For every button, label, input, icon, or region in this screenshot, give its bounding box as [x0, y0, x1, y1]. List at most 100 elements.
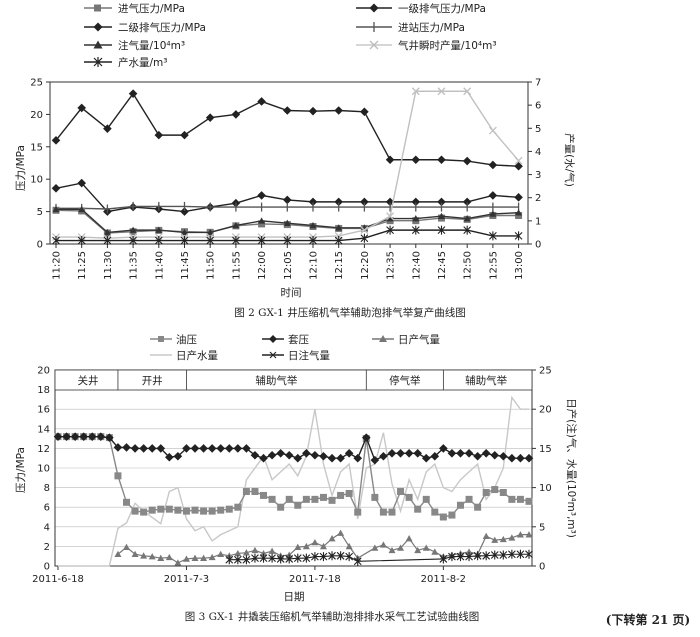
fig2-data-point: [411, 197, 421, 207]
fig3-data-point: [464, 449, 474, 458]
fig3-data-point: [396, 449, 405, 458]
fig2-ytick-label-right: 1: [535, 216, 541, 227]
fig2-data-point: [360, 197, 369, 207]
fig3-data-point: [268, 553, 276, 563]
fig2-legend: 进气压力/MPa 一级排气压力/MPa 二级排气压力/MPa 进站压力/MPa …: [84, 2, 497, 69]
fig2-data-point: [514, 193, 523, 202]
fig2-data-point: [129, 226, 137, 233]
fig2-data-point: [52, 205, 60, 213]
fig3-data-point: [259, 553, 268, 563]
fig3-ytick-label-left: 0: [44, 562, 50, 573]
fig2-xtick-label: 12:45: [437, 251, 448, 280]
fig2-data-point: [282, 195, 292, 205]
fig3-data-point: [353, 453, 363, 463]
legend-label: 二级排气压力/MPa: [118, 21, 206, 34]
legend-label: 日注气量: [288, 349, 330, 362]
fig2-ytick-label-left: 0: [37, 240, 43, 251]
fig3-ytick-label-right: 25: [539, 366, 552, 377]
fig2-data-point: [51, 183, 61, 193]
fig3-data-point: [302, 449, 311, 458]
fig2-data-point: [180, 228, 188, 236]
fig3-xtick-label: 2011-7-18: [289, 574, 341, 585]
fig2-data-point: [334, 236, 343, 246]
fig3-data-point: [439, 444, 448, 453]
legend-label: 油压: [176, 333, 197, 346]
fig3-data-point: [344, 449, 354, 458]
fig3-data-point: [431, 548, 439, 555]
fig3-data-point: [216, 444, 226, 453]
fig2-data-point: [385, 155, 395, 165]
fig3-data-point: [242, 549, 250, 556]
fig3-data-point: [499, 489, 507, 496]
fig3-data-point: [507, 549, 516, 559]
fig3-data-point: [499, 535, 507, 543]
fig3-ytick-label-right: 0: [539, 562, 545, 573]
fig3-data-point: [387, 449, 397, 458]
fig2-data-point: [206, 236, 215, 246]
fig3-ytick-label-right: 10: [539, 483, 552, 494]
fig3-ylabel-right: 日产(注)气、水量(10⁴m³,m³): [565, 398, 578, 538]
fig3-data-point: [370, 455, 380, 465]
fig2-xtick-label: 12:00: [257, 251, 268, 280]
fig3-data-point: [379, 451, 388, 461]
fig3-data-point: [430, 451, 440, 461]
fig3-phase-label: 辅助气举: [255, 374, 297, 387]
fig2-data-point: [309, 221, 317, 229]
fig3-ytick-label-left: 20: [37, 366, 50, 377]
fig3-data-point: [397, 488, 405, 496]
fig3-data-point: [96, 432, 106, 441]
fig3-data-point: [482, 551, 491, 561]
fig3-data-point: [508, 534, 516, 541]
fig3-data-point: [310, 450, 320, 460]
fig3-data-point: [156, 444, 166, 453]
fig3-data-point: [267, 450, 277, 460]
fig3-data-point: [225, 505, 233, 513]
fig2-data-point: [232, 236, 240, 246]
fig3-data-point: [285, 495, 293, 503]
fig2-data-point: [283, 236, 292, 246]
fig2-xtick-label: 12:20: [360, 251, 371, 280]
fig2-ylabel-left: 压力/MPa: [14, 145, 27, 191]
fig3-data-point: [491, 536, 499, 543]
fig3-data-point: [345, 489, 353, 497]
fig3-data-point: [491, 486, 499, 494]
fig3-data-point: [327, 453, 337, 463]
fig2-xtick-label: 12:55: [488, 251, 499, 280]
legend-item-daily-injection: 日注气量: [262, 349, 330, 362]
fig3-data-point: [311, 495, 319, 503]
fig3-data-point: [525, 497, 533, 505]
fig3-ytick-label-right: 20: [539, 405, 552, 416]
fig3-data-point: [508, 495, 516, 503]
fig2-data-point: [180, 207, 189, 216]
fig3-data-point: [208, 553, 216, 561]
fig3-ytick-label-left: 18: [37, 385, 50, 396]
fig3-data-point: [276, 449, 285, 458]
fig3-data-point: [473, 451, 482, 461]
fig3-data-point: [182, 555, 190, 562]
fig3-data-point: [148, 506, 156, 514]
fig3-data-point: [140, 508, 148, 516]
fig2-data-point: [308, 106, 318, 116]
fig3-data-point: [268, 495, 276, 503]
fig3-data-point: [79, 432, 88, 441]
fig3-data-point: [448, 552, 456, 562]
fig3-data-point: [190, 444, 200, 453]
legend-label: 进站压力/MPa: [398, 21, 465, 34]
fig3-data-point: [87, 432, 97, 441]
fig3-data-point: [490, 550, 499, 560]
fig3-data-point: [113, 443, 123, 452]
fig2-data-point: [282, 106, 292, 115]
fig3-data-point: [465, 495, 473, 503]
fig2-data-point: [411, 155, 421, 165]
fig2-data-point: [103, 124, 112, 133]
fig3-data-point: [525, 531, 533, 538]
fig3-ytick-label-left: 2: [44, 542, 50, 553]
fig3-data-point: [200, 554, 208, 561]
fig3-ylabel-left: 压力/MPa: [14, 447, 27, 493]
fig3-data-point: [242, 488, 250, 496]
fig3-legend: 油压 套压 日产气量 日产水量 日注气量: [150, 333, 440, 362]
fig2-data-point: [514, 161, 523, 171]
fig3-phase-label: 关井: [77, 374, 98, 387]
legend-item-tubing-pressure: 油压: [150, 333, 197, 346]
